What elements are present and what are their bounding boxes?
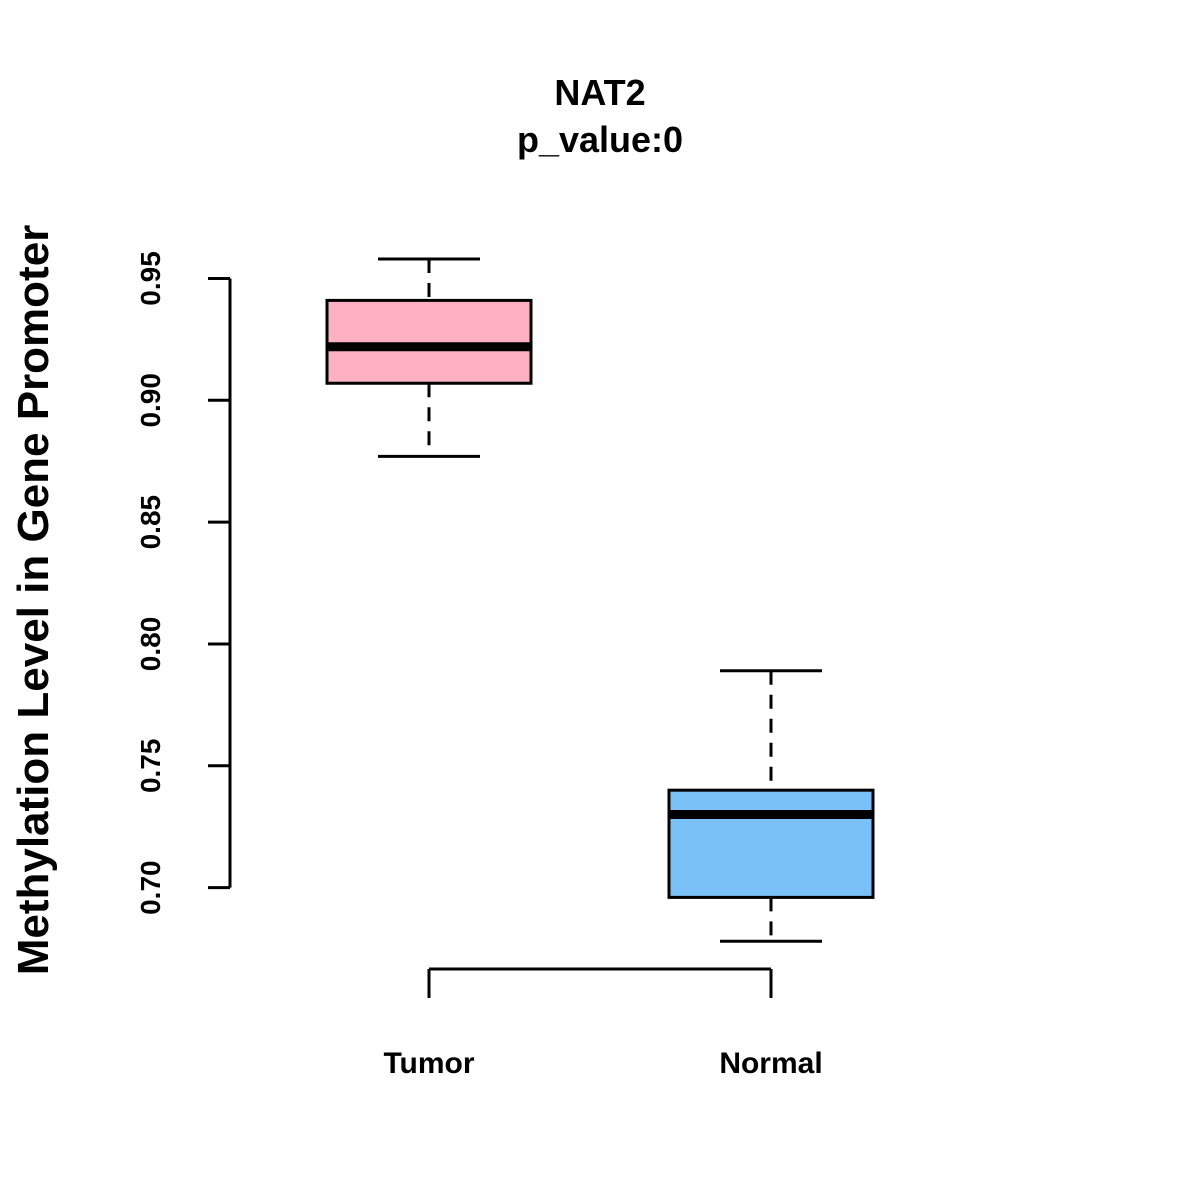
box-tumor xyxy=(325,257,533,458)
y-tick-label: 0.90 xyxy=(135,373,166,428)
chart-title: NAT2 xyxy=(554,72,645,113)
x-axis: Tumor Normal xyxy=(383,967,823,1080)
y-tick-label: 0.80 xyxy=(135,617,166,672)
y-tick-label: 0.85 xyxy=(135,495,166,550)
y-axis: 0.70 0.75 0.80 0.85 0.90 0.95 xyxy=(135,251,232,915)
y-tick-label: 0.70 xyxy=(135,860,166,915)
box-normal xyxy=(667,669,875,943)
y-tick-label: 0.75 xyxy=(135,739,166,794)
x-tick-label: Normal xyxy=(719,1047,822,1080)
chart-subtitle: p_value:0 xyxy=(517,119,683,160)
y-axis-label: Methylation Level in Gene Promoter xyxy=(9,225,58,976)
iqr-box xyxy=(325,298,533,385)
y-tick-label: 0.95 xyxy=(135,251,166,306)
iqr-box xyxy=(667,788,875,899)
x-tick-label: Tumor xyxy=(383,1047,474,1080)
boxes-group xyxy=(325,257,875,943)
